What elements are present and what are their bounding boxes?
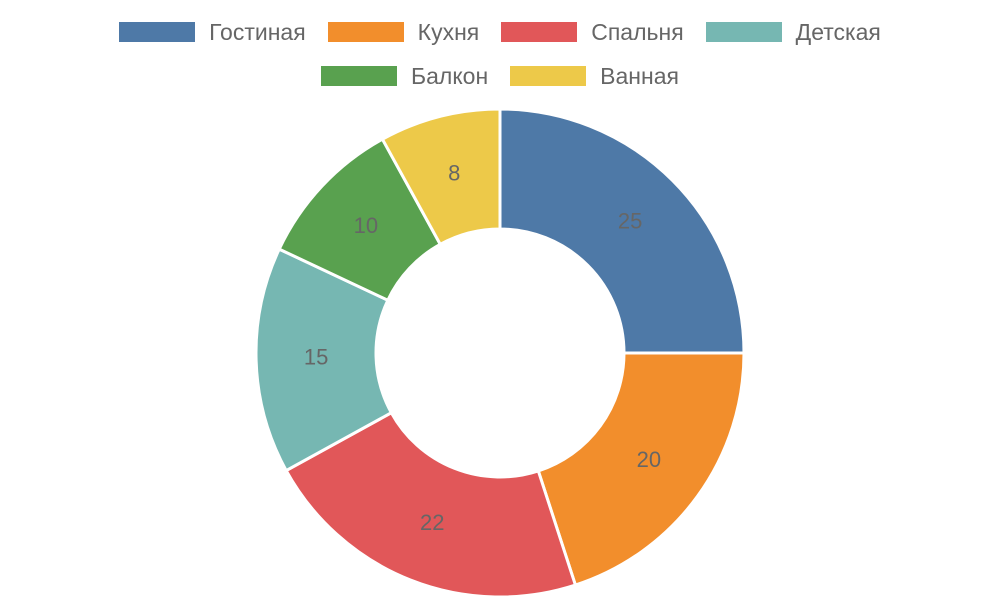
legend-label: Кухня	[417, 18, 480, 45]
data-label: 8	[448, 161, 460, 186]
legend-label: Гостиная	[209, 18, 306, 45]
legend-label: Балкон	[411, 62, 489, 89]
doughnut-slice	[498, 107, 746, 355]
legend-item: Кухня	[327, 14, 480, 50]
legend: Гостиная Кухня Спальня Детская Балкон Ванная	[100, 14, 900, 94]
doughnut-slice	[380, 107, 502, 247]
legend-swatch	[510, 66, 587, 86]
legend-swatch	[501, 22, 578, 42]
legend-label: Спальня	[591, 18, 684, 45]
legend-item: Детская	[705, 14, 881, 50]
legend-swatch	[119, 22, 196, 42]
legend-item: Спальня	[501, 14, 684, 50]
doughnut-slice	[284, 410, 578, 599]
legend-swatch	[321, 66, 398, 86]
data-label: 22	[420, 510, 444, 535]
data-label: 15	[304, 345, 328, 370]
legend-item: Ванная	[510, 58, 679, 94]
legend-swatch	[705, 22, 782, 42]
legend-item: Гостиная	[119, 14, 306, 50]
data-label: 25	[618, 209, 642, 234]
legend-swatch	[327, 22, 404, 42]
data-label: 20	[637, 447, 661, 472]
legend-label: Ванная	[600, 62, 679, 89]
data-label: 10	[354, 213, 378, 238]
doughnut-slice	[254, 247, 394, 473]
legend-item: Балкон	[321, 58, 488, 94]
legend-label: Детская	[795, 18, 881, 45]
doughnut-slice	[536, 351, 746, 587]
